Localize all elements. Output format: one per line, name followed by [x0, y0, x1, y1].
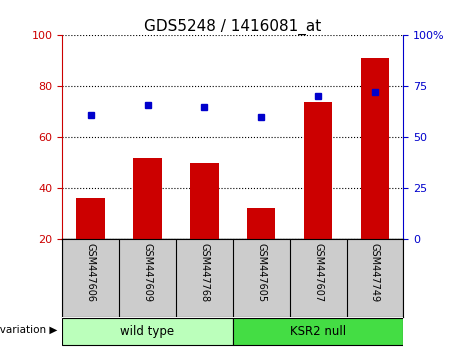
Bar [361, 58, 389, 239]
Bar [233, 318, 403, 346]
Text: GSM447607: GSM447607 [313, 243, 323, 302]
Bar [190, 162, 219, 239]
Text: GSM447749: GSM447749 [370, 243, 380, 302]
Bar [62, 318, 233, 346]
Text: GSM447606: GSM447606 [86, 243, 96, 302]
Text: wild type: wild type [120, 325, 175, 338]
Title: GDS5248 / 1416081_at: GDS5248 / 1416081_at [144, 19, 321, 35]
Text: KSR2 null: KSR2 null [290, 325, 346, 338]
Text: GSM447605: GSM447605 [256, 243, 266, 302]
Text: GSM447609: GSM447609 [142, 243, 153, 302]
Bar [133, 158, 162, 239]
Text: GSM447768: GSM447768 [199, 243, 209, 302]
Bar [77, 198, 105, 239]
Bar [247, 209, 276, 239]
Bar [304, 102, 332, 239]
Text: genotype/variation ▶: genotype/variation ▶ [0, 325, 58, 335]
